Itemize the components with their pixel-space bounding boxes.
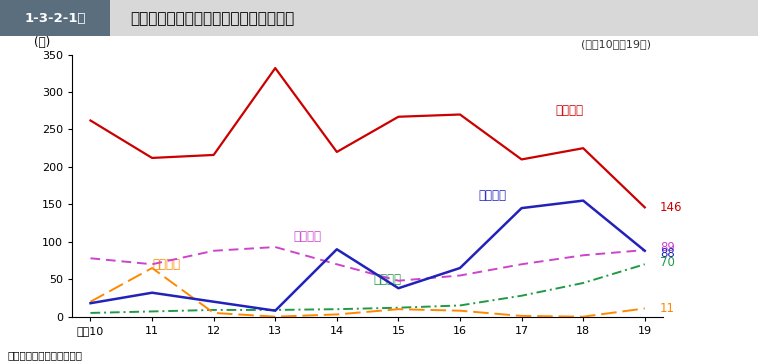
Bar	[0, 0, 110, 36]
Text: 消費税法: 消費税法	[374, 273, 402, 286]
Text: 法人税法: 法人税法	[556, 104, 584, 117]
Text: 88: 88	[660, 247, 675, 260]
Text: 146: 146	[660, 201, 683, 214]
Text: (平成10年～19年): (平成10年～19年)	[581, 39, 651, 49]
Text: 注　検察統計年報による。: 注 検察統計年報による。	[8, 351, 83, 360]
Text: 1-3-2-1図: 1-3-2-1図	[24, 12, 86, 25]
Text: 70: 70	[660, 256, 675, 269]
Bar	[110, 0, 758, 36]
Text: 地方税法: 地方税法	[478, 189, 506, 202]
Text: 89: 89	[660, 241, 675, 254]
Text: (人): (人)	[33, 36, 50, 50]
Text: 各税法違反の検察庁新規受理人員の推移: 各税法違反の検察庁新規受理人員の推移	[130, 11, 294, 26]
Text: 相続税法: 相続税法	[152, 258, 180, 271]
Text: 所得税法: 所得税法	[294, 230, 321, 243]
Text: 11: 11	[660, 302, 675, 315]
